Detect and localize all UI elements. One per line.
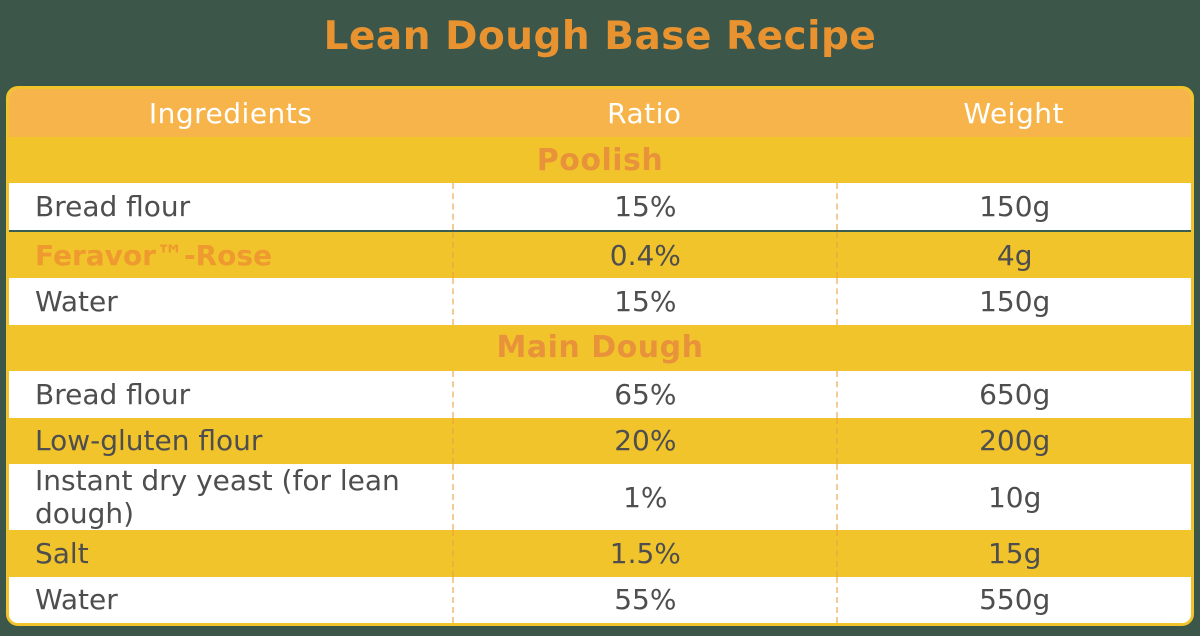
column-header-ratio: Ratio	[607, 96, 682, 130]
weight-cell: 4g	[836, 231, 1191, 279]
section-label: Poolish	[536, 142, 664, 178]
table-row: Water 15% 150g	[9, 278, 1191, 325]
column-header-weight: Weight	[963, 96, 1064, 130]
ingredient-cell: Instant dry yeast (for lean dough)	[35, 464, 400, 531]
weight-cell: 15g	[836, 530, 1191, 577]
table-row: Instant dry yeast (for lean dough) 1% 10…	[9, 464, 1191, 531]
table-header-row: Ingredients Ratio Weight	[9, 89, 1191, 137]
recipe-table: Ingredients Ratio Weight Poolish Bread f…	[6, 86, 1194, 626]
table-row: Salt 1.5% 15g	[9, 530, 1191, 577]
column-header-ingredients: Ingredients	[148, 96, 313, 130]
ratio-cell: 15%	[452, 278, 836, 325]
section-header-main-dough: Main Dough	[9, 324, 1191, 372]
weight-cell: 550g	[836, 576, 1191, 623]
section-label: Main Dough	[496, 330, 704, 366]
ratio-cell: 15%	[452, 183, 836, 230]
ratio-cell: 1.5%	[452, 530, 836, 577]
weight-cell: 10g	[836, 464, 1191, 531]
ingredient-cell: Low-gluten flour	[35, 424, 263, 458]
table-row: Feravor™-Rose 0.4% 4g	[9, 231, 1191, 279]
ingredient-cell: Water	[35, 285, 118, 319]
ratio-cell: 1%	[452, 464, 836, 531]
page-title: Lean Dough Base Recipe	[323, 13, 877, 59]
table-row: Bread flour 15% 150g	[9, 183, 1191, 232]
ratio-cell: 0.4%	[452, 231, 836, 279]
ratio-cell: 20%	[452, 417, 836, 465]
weight-cell: 200g	[836, 417, 1191, 465]
ingredient-cell: Bread flour	[35, 190, 191, 224]
ratio-cell: 65%	[452, 371, 836, 418]
ingredient-cell-brand: Feravor™-Rose	[35, 238, 273, 272]
section-header-poolish: Poolish	[9, 137, 1191, 184]
bottom-background-strip	[0, 626, 1200, 636]
ratio-cell: 55%	[452, 576, 836, 623]
table-row: Low-gluten flour 20% 200g	[9, 417, 1191, 465]
table-row: Water 55% 550g	[9, 576, 1191, 623]
weight-cell: 650g	[836, 371, 1191, 418]
ingredient-cell: Water	[35, 583, 118, 617]
weight-cell: 150g	[836, 278, 1191, 325]
ingredient-cell: Salt	[35, 536, 89, 570]
ingredient-cell: Bread flour	[35, 377, 191, 411]
table-row: Bread flour 65% 650g	[9, 371, 1191, 418]
weight-cell: 150g	[836, 183, 1191, 230]
